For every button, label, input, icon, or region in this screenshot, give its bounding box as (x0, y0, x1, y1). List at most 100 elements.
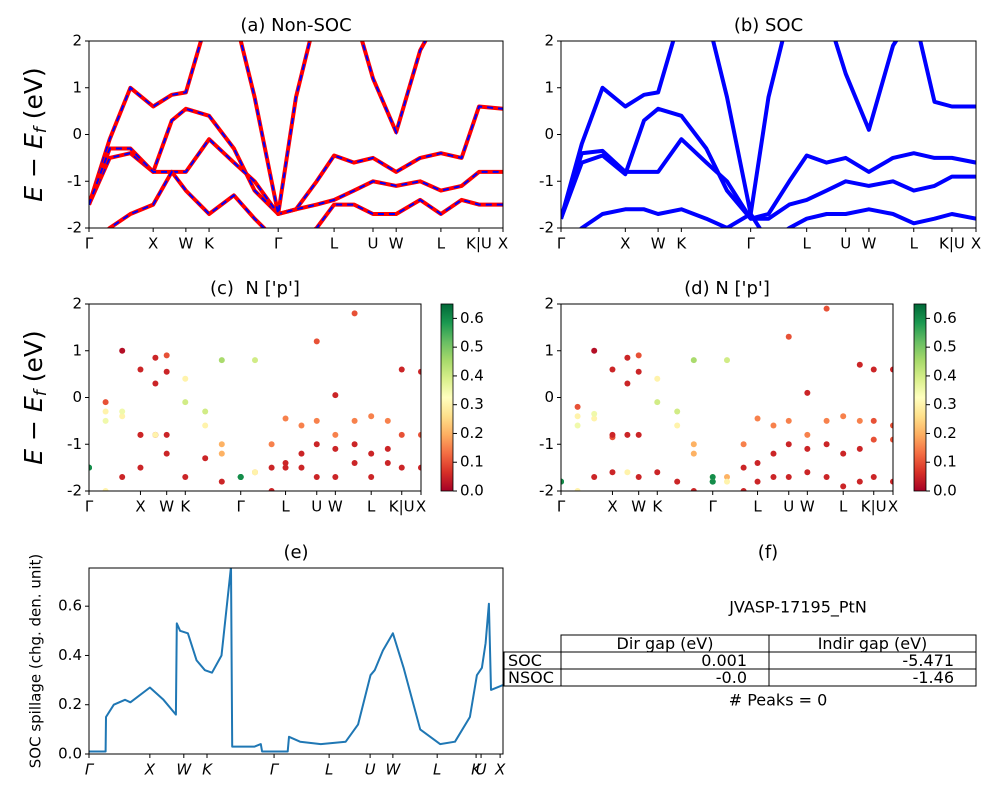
weighted-point (218, 441, 225, 448)
y-axis-label-sub: f (31, 124, 51, 133)
x-tick-label: U (368, 235, 379, 253)
weighted-point (609, 469, 616, 476)
band-line-overlay (239, 41, 311, 215)
y-axis-label: E − Ef (eV) (19, 330, 51, 464)
weighted-point (740, 488, 747, 491)
weighted-point (152, 431, 159, 438)
weighted-point (332, 473, 339, 480)
axes-frame (560, 40, 977, 229)
weighted-point (218, 450, 225, 457)
weighted-point (102, 488, 109, 491)
weighted-point (785, 473, 792, 480)
y-tick-label: -1 (539, 172, 554, 190)
weighted-point (202, 455, 209, 462)
weighted-point (384, 417, 391, 424)
weighted-point (870, 366, 877, 373)
weighted-point (282, 415, 289, 422)
weighted-point (740, 441, 747, 448)
weighted-point (635, 431, 642, 438)
weighted-point (119, 347, 126, 354)
weighted-point (870, 473, 877, 480)
weighted-point (856, 361, 863, 368)
weighted-point (754, 478, 761, 485)
y-tick-label: -2 (539, 482, 554, 500)
weighted-point (890, 422, 893, 429)
weighted-point (635, 473, 642, 480)
weighted-point (252, 469, 258, 476)
weighted-point (840, 483, 847, 490)
band-line (833, 41, 899, 132)
weighted-point (804, 469, 811, 476)
weighted-point (332, 431, 339, 438)
weighted-point (770, 450, 777, 457)
weighted-point (182, 399, 189, 406)
y-tick-label: 2 (544, 32, 554, 50)
weighted-point (624, 354, 631, 361)
weighted-point (823, 417, 830, 424)
x-tick-label: X (494, 761, 506, 779)
weighted-point (591, 410, 598, 417)
weighted-point (368, 473, 375, 480)
y-tick-label: 0.0 (58, 745, 82, 763)
x-tick-label: K (676, 235, 687, 253)
spillage-line (89, 568, 503, 753)
x-tick-label: W (385, 761, 401, 779)
weighted-point (654, 375, 661, 382)
weighted-point (368, 450, 375, 457)
weighted-point (252, 502, 258, 508)
weighted-point (609, 431, 616, 438)
x-tick-label: Γ (709, 498, 718, 516)
table-cell-text: SOC (508, 651, 542, 670)
colorbar-tick-label: 0.3 (933, 395, 957, 413)
weighted-point (237, 473, 244, 480)
x-tick-label: U (783, 498, 794, 516)
weighted-point (674, 422, 681, 429)
weighted-point (268, 441, 275, 448)
weighted-point (218, 357, 225, 364)
x-tick-label: K (202, 761, 213, 779)
x-tick-label: X (888, 498, 898, 516)
weighted-point (163, 352, 170, 359)
weighted-point (398, 366, 405, 373)
x-tick-label: Γ (274, 235, 283, 253)
x-tick-label: L (910, 235, 919, 253)
weighted-point (690, 441, 697, 448)
weighted-point (298, 422, 305, 429)
panel-title: (b) SOC (734, 15, 803, 36)
x-tick-label: X (620, 235, 630, 253)
axes-frame (88, 567, 504, 755)
band-line (360, 41, 428, 135)
weighted-point (635, 352, 642, 359)
weighted-point (102, 417, 109, 424)
x-tick-label: L (753, 498, 762, 516)
weighted-point (823, 473, 830, 480)
table-cell-text: -0.0 (716, 668, 747, 687)
weighted-point (770, 273, 776, 279)
y-tick-label: 1 (72, 78, 82, 96)
x-tick-label: W (159, 498, 174, 516)
weighted-point (690, 488, 697, 491)
y-tick-label: 1 (544, 341, 554, 359)
weighted-point (770, 473, 777, 480)
weighted-point (119, 473, 126, 480)
weighted-point (351, 310, 358, 317)
weighted-point (823, 441, 830, 448)
weighted-point (137, 464, 144, 471)
table-cell-text: NSOC (508, 668, 554, 687)
weighted-point (102, 399, 109, 406)
x-tick-label: U (365, 761, 376, 779)
weighted-point (152, 380, 159, 387)
weighted-point (823, 305, 830, 312)
x-tick-label: Γ (237, 498, 246, 516)
x-tick-label: L (367, 498, 376, 516)
weighted-point (163, 368, 170, 375)
weighted-point (119, 413, 126, 420)
weighted-point (890, 366, 893, 373)
colorbar-tick-label: 0.2 (460, 424, 484, 442)
weighted-point (182, 473, 189, 480)
x-tick-label: X (498, 235, 508, 253)
weighted-point (418, 464, 421, 471)
colorbar-tick-label: 0.6 (933, 309, 957, 327)
weighted-point (313, 441, 320, 448)
weighted-point (770, 422, 777, 429)
